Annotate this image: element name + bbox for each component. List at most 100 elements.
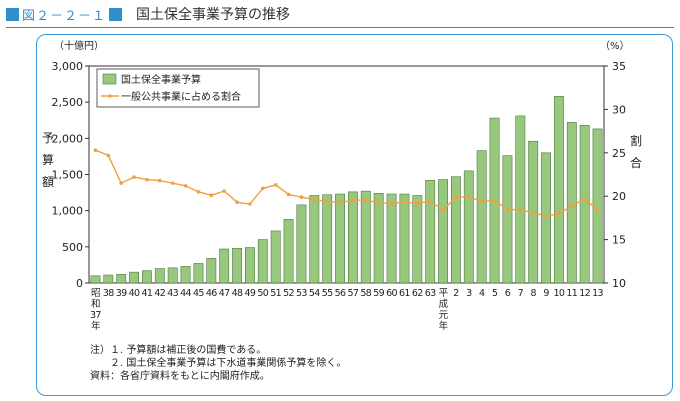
x-tick-label: 9 bbox=[543, 288, 549, 299]
x-tick-label: 12 bbox=[579, 288, 590, 299]
title-square-icon bbox=[109, 7, 123, 21]
x-tick-label: 56 bbox=[335, 288, 346, 299]
ratio-point bbox=[364, 197, 368, 202]
left-tick-label: 0 bbox=[76, 277, 83, 290]
right-axis-title-char: 合 bbox=[630, 155, 642, 170]
figure-heading: 国土保全事業予算の推移 bbox=[136, 7, 291, 23]
bar bbox=[180, 266, 191, 284]
bar bbox=[193, 263, 204, 284]
ratio-point bbox=[595, 208, 600, 212]
x-tick-label: 45 bbox=[193, 288, 204, 299]
ratio-point bbox=[286, 192, 291, 197]
x-tick-label: 48 bbox=[232, 288, 243, 299]
bar bbox=[515, 115, 526, 284]
bar bbox=[412, 195, 423, 284]
x-tick-label: 62 bbox=[412, 288, 423, 299]
ratio-point bbox=[428, 199, 432, 204]
ratio-point bbox=[479, 199, 484, 204]
notes: 注）１. 予算額は補正後の国費である。 ２. 国土保全事業予算は下水道事業関係予… bbox=[90, 344, 346, 383]
x-tick-label: 59 bbox=[373, 288, 384, 299]
ratio-point bbox=[261, 186, 265, 191]
ratio-point bbox=[158, 178, 162, 183]
x-tick-label: 43 bbox=[167, 288, 178, 299]
x-tick-label: 元 bbox=[439, 310, 449, 321]
x-tick-label: 年 bbox=[91, 320, 101, 332]
bar bbox=[232, 247, 242, 284]
figure-title: 図２－２－１ 国土保全事業予算の推移 bbox=[6, 4, 290, 24]
x-tick-label: 51 bbox=[270, 288, 281, 299]
left-tick-label: 500 bbox=[62, 241, 83, 254]
x-tick-label: 和 bbox=[91, 299, 100, 310]
bar bbox=[554, 96, 564, 284]
bar bbox=[463, 170, 474, 284]
right-axis-title-char: 割 bbox=[630, 133, 642, 148]
note-line: 注）１. 予算額は補正後の国費である。 bbox=[90, 345, 267, 356]
note-line: ２. 国土保全事業予算は下水道事業関係予算を除く。 bbox=[90, 358, 347, 369]
x-tick-label: 46 bbox=[206, 288, 217, 299]
ratio-point bbox=[196, 190, 201, 194]
bar bbox=[425, 179, 436, 284]
ratio-point bbox=[389, 201, 394, 205]
x-tick-label: 昭 bbox=[91, 288, 100, 299]
legend-bar-label: 国土保全事業予算 bbox=[121, 73, 201, 86]
left-tick-label: 1,000 bbox=[52, 205, 84, 218]
x-tick-label: 54 bbox=[309, 288, 320, 299]
bar bbox=[399, 193, 410, 284]
x-tick-label: 2 bbox=[453, 288, 459, 299]
bar bbox=[566, 122, 577, 284]
ratio-point bbox=[454, 195, 458, 199]
figure-number: 図２－２－１ bbox=[22, 8, 107, 24]
x-tick-label: 49 bbox=[244, 288, 255, 299]
bar bbox=[360, 190, 371, 284]
ratio-point bbox=[248, 202, 252, 206]
x-tick-label: 61 bbox=[399, 288, 410, 299]
left-tick-label: 2,500 bbox=[52, 96, 84, 109]
bar bbox=[129, 271, 139, 284]
bar bbox=[592, 128, 603, 284]
x-tick-label: 47 bbox=[219, 288, 230, 299]
legend-bar-swatch bbox=[102, 73, 117, 85]
ratio-point bbox=[467, 195, 471, 199]
x-tick-label: 38 bbox=[103, 288, 114, 299]
ratio-point bbox=[235, 200, 239, 205]
x-tick-label: 5 bbox=[492, 288, 498, 299]
left-axis-unit: （十億円） bbox=[54, 39, 104, 52]
ratio-point bbox=[119, 181, 123, 185]
right-tick-label: 35 bbox=[612, 60, 626, 73]
title-rule bbox=[6, 27, 674, 28]
legend-line-label: 一般公共事業に占める割合 bbox=[121, 90, 241, 103]
legend-line-marker bbox=[108, 94, 112, 98]
x-tick-label: 50 bbox=[257, 288, 268, 299]
ratio-point bbox=[222, 189, 226, 193]
x-tick-label: 年 bbox=[439, 320, 449, 332]
x-tick-label: 13 bbox=[592, 288, 603, 299]
x-tick-label: 41 bbox=[141, 288, 152, 299]
bar bbox=[167, 267, 178, 284]
x-tick-label: 55 bbox=[322, 288, 333, 299]
x-tick-label: 平 bbox=[439, 288, 449, 299]
bar bbox=[386, 193, 397, 284]
x-tick-label: 6 bbox=[505, 288, 511, 299]
bar bbox=[219, 248, 230, 284]
bar bbox=[451, 176, 461, 284]
bar bbox=[348, 191, 358, 284]
x-tick-label: 7 bbox=[518, 288, 524, 299]
ratio-point bbox=[132, 175, 136, 179]
ratio-point bbox=[106, 153, 111, 158]
note-line: 資料：各省庁資料をもとに内閣府作成。 bbox=[90, 371, 270, 382]
ratio-point bbox=[518, 208, 523, 212]
right-axis-unit: （%） bbox=[600, 40, 630, 52]
ratio-point bbox=[273, 183, 278, 187]
bar bbox=[206, 258, 217, 284]
x-tick-label: 37 bbox=[90, 310, 101, 321]
ratio-point bbox=[299, 195, 304, 199]
ratio-point bbox=[376, 201, 381, 205]
ratio-point bbox=[415, 201, 420, 205]
ratio-point bbox=[544, 214, 548, 218]
ratio-point bbox=[93, 148, 98, 152]
x-tick-label: 57 bbox=[347, 288, 358, 299]
x-tick-label: 8 bbox=[530, 288, 536, 299]
right-tick-label: 20 bbox=[612, 190, 626, 203]
x-tick-label: 39 bbox=[116, 288, 127, 299]
